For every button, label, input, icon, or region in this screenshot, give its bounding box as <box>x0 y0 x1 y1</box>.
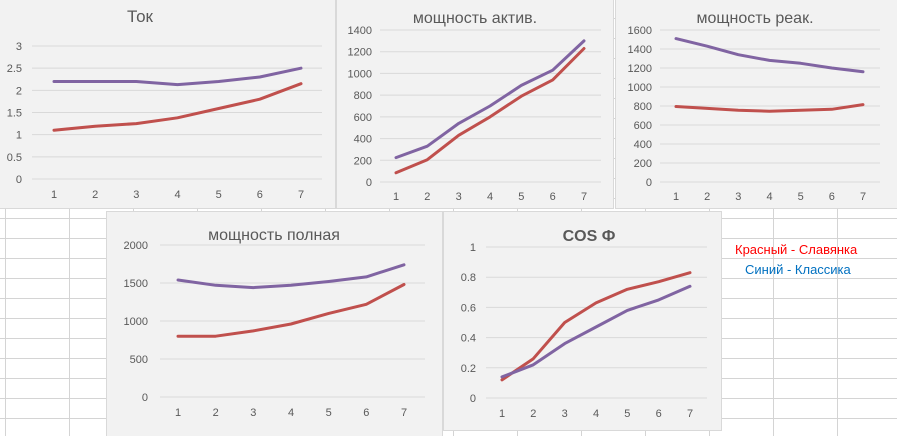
chart-panel <box>615 0 897 209</box>
y-tick-label: 1500 <box>124 278 148 290</box>
chart-panel <box>0 0 336 209</box>
y-tick-label: 1400 <box>628 44 652 56</box>
chart-1[interactable]: Ток 0 0.5 1 1.5 2 2.5 3 1 2 3 4 5 6 7 <box>0 0 336 209</box>
y-tick-label: 2000 <box>124 240 148 252</box>
x-tick-label: 7 <box>298 189 304 201</box>
y-tick-label: 500 <box>130 354 148 366</box>
y-tick-label: 1.5 <box>7 108 22 120</box>
y-tick-label: 3 <box>16 41 22 53</box>
y-tick-label: 0.6 <box>461 302 476 314</box>
chart-2[interactable]: мощность актив. 0 200 400 600 800 1000 1200 1400… <box>336 0 614 209</box>
y-tick-label: 600 <box>354 112 372 124</box>
y-tick-label: 800 <box>634 101 652 113</box>
x-tick-label: 6 <box>257 189 263 201</box>
y-tick-label: 2.5 <box>7 63 22 75</box>
chart-panel <box>443 211 722 431</box>
y-tick-label: 1200 <box>628 63 652 75</box>
x-tick-label: 6 <box>829 191 835 203</box>
x-tick-label: 7 <box>581 191 587 203</box>
x-tick-label: 1 <box>51 189 57 201</box>
x-tick-label: 5 <box>798 191 804 203</box>
x-tick-label: 4 <box>766 191 772 203</box>
x-tick-label: 4 <box>288 407 294 419</box>
y-tick-label: 1200 <box>348 47 372 59</box>
y-tick-label: 0 <box>16 174 22 186</box>
x-tick-label: 5 <box>624 408 630 420</box>
y-tick-label: 1000 <box>348 68 372 80</box>
chart-panel <box>336 0 614 209</box>
y-tick-label: 1 <box>16 130 22 142</box>
chart-4[interactable]: мощность полная 0 500 1000 1500 2000 1 2 3 4 5 6 7 <box>106 211 443 436</box>
y-tick-label: 0 <box>142 392 148 404</box>
y-tick-label: 0.5 <box>7 152 22 164</box>
x-tick-label: 5 <box>216 189 222 201</box>
x-tick-label: 6 <box>363 407 369 419</box>
x-tick-label: 3 <box>562 408 568 420</box>
y-tick-label: 400 <box>634 139 652 151</box>
x-tick-label: 2 <box>704 191 710 203</box>
x-tick-label: 2 <box>530 408 536 420</box>
chart-title: Ток <box>127 7 154 26</box>
y-tick-label: 1400 <box>348 25 372 37</box>
x-tick-label: 7 <box>401 407 407 419</box>
chart-title: COS Ф <box>563 228 616 245</box>
y-tick-label: 1 <box>470 242 476 254</box>
y-tick-label: 2 <box>16 85 22 97</box>
chart-5[interactable]: COS Ф 0 0.2 0.4 0.6 0.8 1 1 2 3 4 5 6 7 <box>443 211 722 431</box>
x-tick-label: 1 <box>175 407 181 419</box>
chart-3[interactable]: мощность реак. 0 200 400 600 800 1000 1200 1400 1… <box>615 0 897 209</box>
y-tick-label: 0.8 <box>461 272 476 284</box>
y-tick-label: 800 <box>354 90 372 102</box>
x-tick-label: 5 <box>326 407 332 419</box>
y-tick-label: 0 <box>470 393 476 405</box>
y-tick-label: 0 <box>366 177 372 189</box>
chart-title: мощность актив. <box>413 10 537 27</box>
x-tick-label: 3 <box>250 407 256 419</box>
chart-title: мощность полная <box>208 227 340 244</box>
y-tick-label: 200 <box>634 158 652 170</box>
x-tick-label: 5 <box>518 191 524 203</box>
x-tick-label: 3 <box>456 191 462 203</box>
y-tick-label: 1600 <box>628 25 652 37</box>
chart-panel <box>106 211 443 436</box>
x-tick-label: 4 <box>593 408 599 420</box>
x-tick-label: 6 <box>656 408 662 420</box>
x-tick-label: 1 <box>673 191 679 203</box>
x-tick-label: 2 <box>92 189 98 201</box>
x-tick-label: 7 <box>860 191 866 203</box>
y-tick-label: 400 <box>354 134 372 146</box>
x-tick-label: 6 <box>550 191 556 203</box>
x-tick-label: 3 <box>735 191 741 203</box>
chart-title: мощность реак. <box>696 10 813 27</box>
legend-blue-label: Синий - Классика <box>745 262 851 277</box>
y-tick-label: 1000 <box>124 316 148 328</box>
x-tick-label: 1 <box>393 191 399 203</box>
x-tick-label: 1 <box>499 408 505 420</box>
x-tick-label: 3 <box>133 189 139 201</box>
x-tick-label: 2 <box>424 191 430 203</box>
x-tick-label: 4 <box>174 189 180 201</box>
y-tick-label: 600 <box>634 120 652 132</box>
x-tick-label: 4 <box>487 191 493 203</box>
y-tick-label: 200 <box>354 155 372 167</box>
x-tick-label: 2 <box>213 407 219 419</box>
y-tick-label: 1000 <box>628 82 652 94</box>
y-tick-label: 0 <box>646 177 652 189</box>
y-tick-label: 0.4 <box>461 333 476 345</box>
x-tick-label: 7 <box>687 408 693 420</box>
y-tick-label: 0.2 <box>461 363 476 375</box>
legend-red-label: Красный - Славянка <box>735 242 858 257</box>
